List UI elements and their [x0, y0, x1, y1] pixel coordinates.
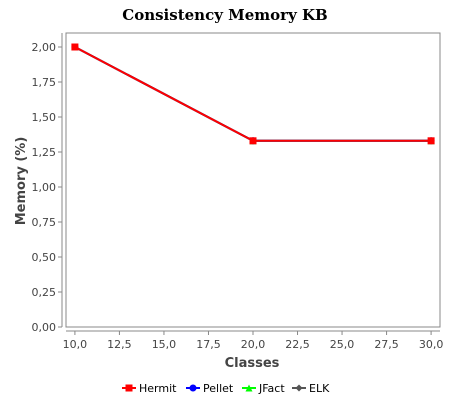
y-axis-label: Memory (%) — [14, 137, 29, 226]
data-point-hermit — [249, 137, 257, 145]
y-tick-label: 1,00 — [32, 181, 57, 194]
y-tick-label: 0,75 — [32, 216, 57, 229]
x-tick-label: 27,5 — [374, 338, 399, 351]
y-axis: 0,00 0,25 0,50 0,75 1,00 1,25 1,50 1,75 2,00 — [32, 33, 63, 334]
x-tick-label: 20,0 — [241, 338, 266, 351]
x-tick-label: 17,5 — [196, 338, 221, 351]
y-tick-label: 0,00 — [32, 321, 57, 334]
x-tick-label: 25,0 — [330, 338, 355, 351]
legend-swatch-marker — [245, 384, 253, 392]
chart-title: Consistency Memory KB — [122, 6, 327, 24]
y-tick-label: 1,25 — [32, 146, 57, 159]
y-tick-label: 1,50 — [32, 111, 57, 124]
legend-swatch-marker — [295, 384, 303, 392]
legend-item-hermit: Hermit — [122, 382, 177, 395]
x-tick-label: 15,0 — [152, 338, 177, 351]
x-axis: 10,0 12,5 15,0 17,5 20,0 22,5 25,0 27,5 30,0 — [63, 330, 444, 351]
legend-swatch-marker — [189, 384, 197, 392]
y-tick-label: 2,00 — [32, 41, 57, 54]
legend-label-jfact: JFact — [258, 382, 285, 395]
legend-item-pellet: Pellet — [186, 382, 234, 395]
legend: Hermit Pellet JFact ELK — [122, 382, 330, 395]
x-axis-label: Classes — [225, 356, 280, 371]
x-tick-label: 22,5 — [285, 338, 310, 351]
series-layer — [71, 43, 435, 145]
legend-label-elk: ELK — [309, 382, 330, 395]
legend-item-jfact: JFact — [242, 382, 285, 395]
series-hermit — [71, 43, 435, 145]
legend-swatch-marker — [125, 384, 133, 392]
x-tick-label: 10,0 — [63, 338, 88, 351]
x-tick-label: 12,5 — [107, 338, 132, 351]
x-tick-label: 30,0 — [419, 338, 444, 351]
legend-item-elk: ELK — [292, 382, 330, 395]
legend-label-hermit: Hermit — [139, 382, 177, 395]
y-tick-label: 0,50 — [32, 251, 57, 264]
plot-area — [65, 32, 441, 328]
data-point-hermit — [427, 137, 435, 145]
y-tick-label: 0,25 — [32, 286, 57, 299]
legend-label-pellet: Pellet — [203, 382, 234, 395]
data-point-hermit — [71, 43, 79, 51]
y-tick-label: 1,75 — [32, 76, 57, 89]
